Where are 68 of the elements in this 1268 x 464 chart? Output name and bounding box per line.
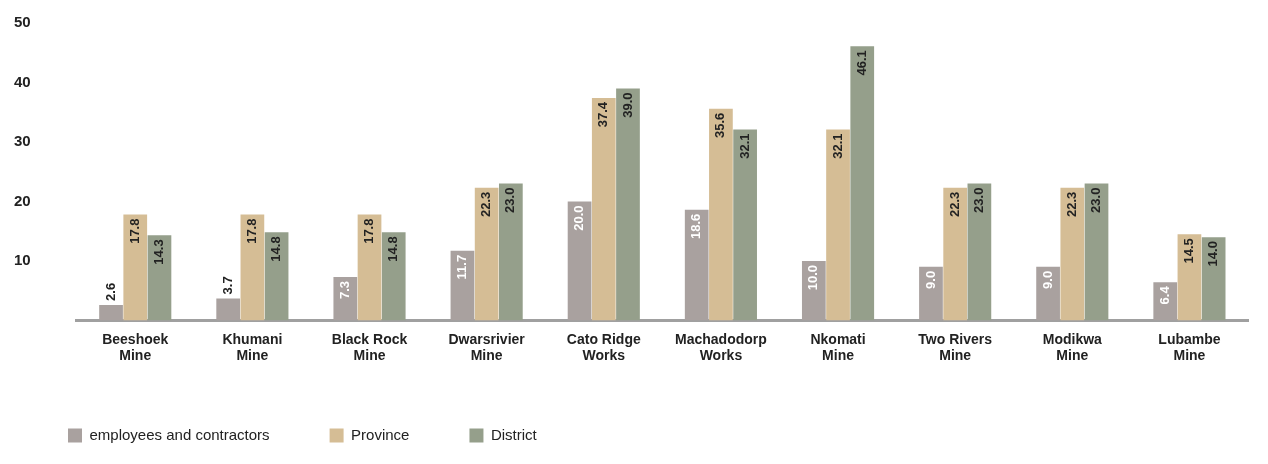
data-label: 22.3 xyxy=(946,191,962,218)
data-label: 18.6 xyxy=(688,213,704,240)
y-tick-label: 30 xyxy=(14,132,31,150)
data-label: 46.1 xyxy=(853,50,869,76)
bar xyxy=(264,232,289,321)
data-label: 17.8 xyxy=(126,218,142,244)
bar xyxy=(709,108,733,321)
data-label: 17.8 xyxy=(361,218,377,244)
x-tick-label: Lubambe Mine xyxy=(1158,330,1221,364)
bar xyxy=(1201,237,1226,321)
data-label: 3.7 xyxy=(219,276,235,295)
bar xyxy=(733,129,757,321)
data-label: 23.0 xyxy=(1088,187,1104,213)
data-label: 35.6 xyxy=(712,112,728,138)
data-label: 22.3 xyxy=(1063,191,1079,218)
legend-label: District xyxy=(490,425,538,443)
bar xyxy=(123,214,148,321)
data-label: 14.5 xyxy=(1181,238,1197,264)
y-tick-label: 40 xyxy=(14,72,31,90)
bar xyxy=(1060,187,1085,321)
bar xyxy=(967,183,992,321)
x-tick-label: Beeshoek Mine xyxy=(102,330,169,364)
data-label: 9.0 xyxy=(922,270,938,289)
bar xyxy=(147,235,172,321)
data-label: 22.3 xyxy=(478,191,494,218)
data-label: 9.0 xyxy=(1039,270,1055,289)
x-tick-label: Black Rock Mine xyxy=(331,330,408,364)
bar xyxy=(943,187,968,321)
bar xyxy=(474,187,499,321)
legend-label: Province xyxy=(351,425,410,443)
data-label: 14.8 xyxy=(268,236,284,262)
y-tick-label: 50 xyxy=(14,13,31,31)
x-tick-label: Two Rivers Mine xyxy=(918,330,993,364)
y-tick-label: 20 xyxy=(14,191,31,209)
bar xyxy=(850,46,875,321)
x-tick-label: Cato Ridge Works xyxy=(566,330,641,364)
data-label: 11.7 xyxy=(454,254,470,280)
data-label: 14.8 xyxy=(385,236,401,262)
data-label: 32.1 xyxy=(829,133,845,159)
data-label: 39.0 xyxy=(619,92,635,118)
x-tick-label: Machadodorp Works xyxy=(675,330,767,364)
bar xyxy=(357,214,382,321)
data-label: 7.3 xyxy=(336,280,352,300)
bar xyxy=(616,88,640,321)
data-label: 6.4 xyxy=(1156,285,1172,305)
bar xyxy=(591,97,616,321)
data-label: 14.3 xyxy=(151,239,167,265)
y-tick-label: 10 xyxy=(14,251,31,269)
x-tick-label: Khumani Mine xyxy=(222,330,283,364)
bar xyxy=(826,129,850,321)
data-label: 23.0 xyxy=(970,187,986,213)
data-label: 37.4 xyxy=(595,101,611,128)
data-label: 10.0 xyxy=(805,264,821,291)
data-label: 14.0 xyxy=(1205,241,1221,267)
data-label: 20.0 xyxy=(571,205,587,231)
data-label: 23.0 xyxy=(502,187,518,213)
data-label: 32.1 xyxy=(736,133,752,159)
bar xyxy=(498,183,523,321)
bar xyxy=(1084,183,1109,321)
data-label: 17.8 xyxy=(243,218,259,244)
x-tick-label: Nkomati Mine xyxy=(810,330,866,364)
bar xyxy=(1177,234,1202,321)
x-tick-label: Dwarsrivier Mine xyxy=(448,330,526,364)
x-tick-label: Modikwa Mine xyxy=(1042,330,1103,364)
bar xyxy=(381,232,406,321)
data-label: 2.6 xyxy=(102,282,118,301)
legend-label: employees and contractors xyxy=(89,425,270,443)
bar xyxy=(240,214,265,321)
